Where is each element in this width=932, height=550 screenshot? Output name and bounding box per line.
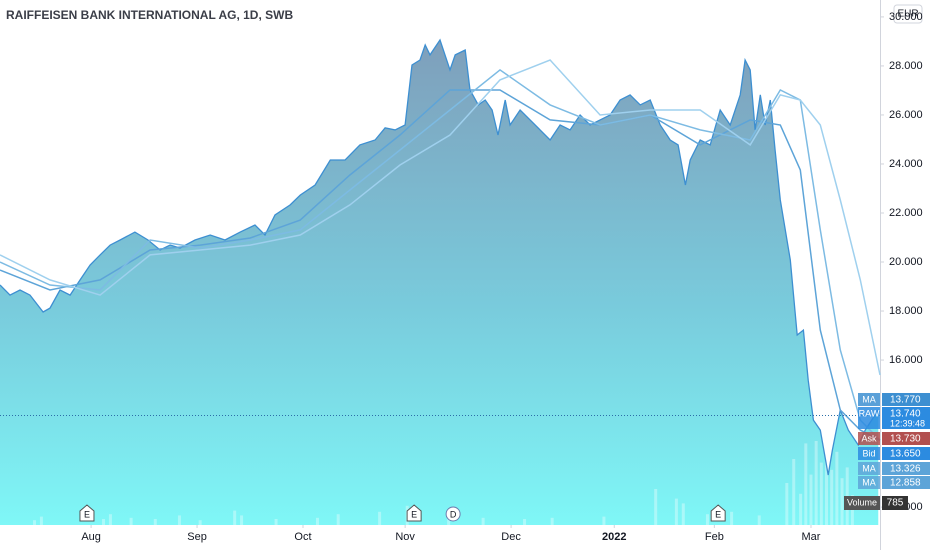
y-tick-label: 24.000	[889, 158, 923, 170]
volume-bar	[447, 516, 451, 525]
volume-bar	[240, 515, 244, 525]
chart-title: RAIFFEISEN BANK INTERNATIONAL AG, 1D, SW…	[6, 8, 293, 22]
volume-badge-bg	[844, 496, 880, 510]
badge-value-bg	[882, 407, 930, 429]
x-tick-label: Dec	[501, 531, 521, 543]
volume-bar	[108, 514, 112, 525]
badge-name-bg	[858, 447, 880, 460]
badge-value: 13.326	[890, 464, 921, 475]
volume-badge-value-bg	[882, 496, 908, 510]
volume-bar	[315, 517, 319, 525]
volume-bar	[550, 517, 554, 525]
volume-badge-value: 785	[887, 498, 904, 509]
badge-name-bg	[858, 462, 880, 475]
badge-time: 12:39:48	[890, 418, 925, 428]
volume-bar	[233, 510, 237, 525]
ma-line	[0, 59, 881, 376]
time-axis	[0, 525, 880, 550]
event-label: D	[450, 509, 457, 519]
x-tick-label: 2022	[602, 531, 626, 543]
volume-bar	[785, 483, 789, 525]
x-tick-label: Oct	[294, 531, 311, 543]
volume-bar	[39, 516, 43, 525]
badge-name-bg	[858, 393, 880, 406]
badge-value: 13.650	[890, 449, 921, 460]
volume-bar	[33, 520, 37, 525]
x-tick-label: Sep	[187, 531, 207, 543]
volume-bar	[825, 425, 829, 525]
badge-value-bg	[882, 393, 930, 406]
price-area	[0, 40, 879, 525]
volume-bar	[198, 520, 202, 525]
volume-bar	[840, 478, 844, 525]
badge-name-bg	[858, 407, 880, 429]
volume-bar	[757, 515, 761, 525]
volume-bar	[705, 514, 709, 525]
x-tick-label: Feb	[705, 531, 724, 543]
badge-value: 13.730	[890, 434, 921, 445]
x-tick-label: Aug	[81, 531, 101, 543]
volume-bar	[129, 517, 133, 525]
event-marker[interactable]	[79, 504, 95, 522]
badge-name: MA	[862, 463, 876, 473]
volume-bar	[674, 498, 678, 525]
badge-name: Ask	[861, 433, 877, 443]
volume-bar	[792, 459, 796, 525]
x-tick-label: Mar	[802, 531, 821, 543]
event-label: E	[84, 509, 90, 519]
currency-button[interactable]	[893, 4, 923, 24]
volume-bar	[177, 515, 181, 525]
y-tick-label: 16.000	[889, 354, 923, 366]
y-tick-label: 26.000	[889, 109, 923, 121]
badge-name: RAW	[859, 408, 880, 418]
badge-value-bg	[882, 462, 930, 475]
volume-bar	[809, 474, 813, 525]
volume-bar	[799, 493, 803, 525]
event-marker[interactable]	[406, 504, 422, 522]
event-label: E	[715, 509, 721, 519]
volume-bar	[378, 511, 382, 525]
volume-bar	[523, 519, 527, 525]
volume-bar	[835, 451, 839, 525]
badge-name-bg	[858, 432, 880, 445]
event-label: E	[411, 509, 417, 519]
badge-value: 13.740	[890, 409, 921, 420]
badge-name: MA	[862, 477, 876, 487]
volume-badge-name: Volume	[847, 497, 877, 507]
y-tick-label: 22.000	[889, 207, 923, 219]
volume-bar	[481, 517, 485, 525]
volume-bar	[274, 519, 278, 525]
currency: EUR	[897, 9, 918, 20]
y-tick-label: 20.000	[889, 256, 923, 268]
y-tick-label: 28.000	[889, 60, 923, 72]
volume-bar	[830, 469, 834, 525]
badge-value: 12.858	[890, 478, 921, 489]
badge-name: MA	[862, 394, 876, 404]
y-tick-label: 30.000	[889, 11, 923, 23]
volume-bar	[153, 519, 157, 525]
volume-bar	[804, 443, 808, 525]
volume-bar	[814, 441, 818, 525]
volume-bar	[730, 511, 734, 525]
volume-bar	[654, 489, 658, 525]
badge-value-bg	[882, 476, 930, 489]
x-tick-label: Nov	[395, 531, 415, 543]
badge-value-bg	[882, 432, 930, 445]
ma-line	[0, 68, 881, 441]
volume-bar	[681, 503, 685, 525]
badge-name: Bid	[862, 448, 875, 458]
event-marker[interactable]	[445, 506, 461, 522]
volume-bar	[819, 462, 823, 525]
badge-value-bg	[882, 447, 930, 460]
ma-line	[0, 89, 881, 441]
badge-name-bg	[858, 476, 880, 489]
y-tick-label: 18.000	[889, 305, 923, 317]
volume-bar	[336, 514, 340, 525]
volume-bar	[102, 519, 106, 525]
event-marker[interactable]	[710, 504, 726, 522]
badge-value: 13.770	[890, 395, 921, 406]
volume-bar	[602, 516, 606, 525]
